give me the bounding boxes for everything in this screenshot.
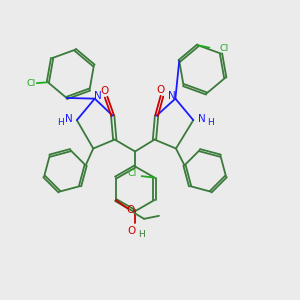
Text: Cl: Cl (128, 169, 137, 178)
Text: N: N (94, 91, 102, 101)
Text: H: H (138, 230, 144, 239)
Text: O: O (156, 85, 164, 95)
Text: Cl: Cl (220, 44, 229, 53)
Text: H: H (207, 118, 213, 127)
Text: N: N (198, 114, 206, 124)
Text: N: N (168, 91, 176, 101)
Text: O: O (128, 226, 136, 236)
Text: H: H (57, 118, 64, 127)
Text: N: N (64, 114, 72, 124)
Text: Cl: Cl (27, 79, 36, 88)
Text: O: O (127, 205, 135, 215)
Text: O: O (100, 86, 108, 96)
